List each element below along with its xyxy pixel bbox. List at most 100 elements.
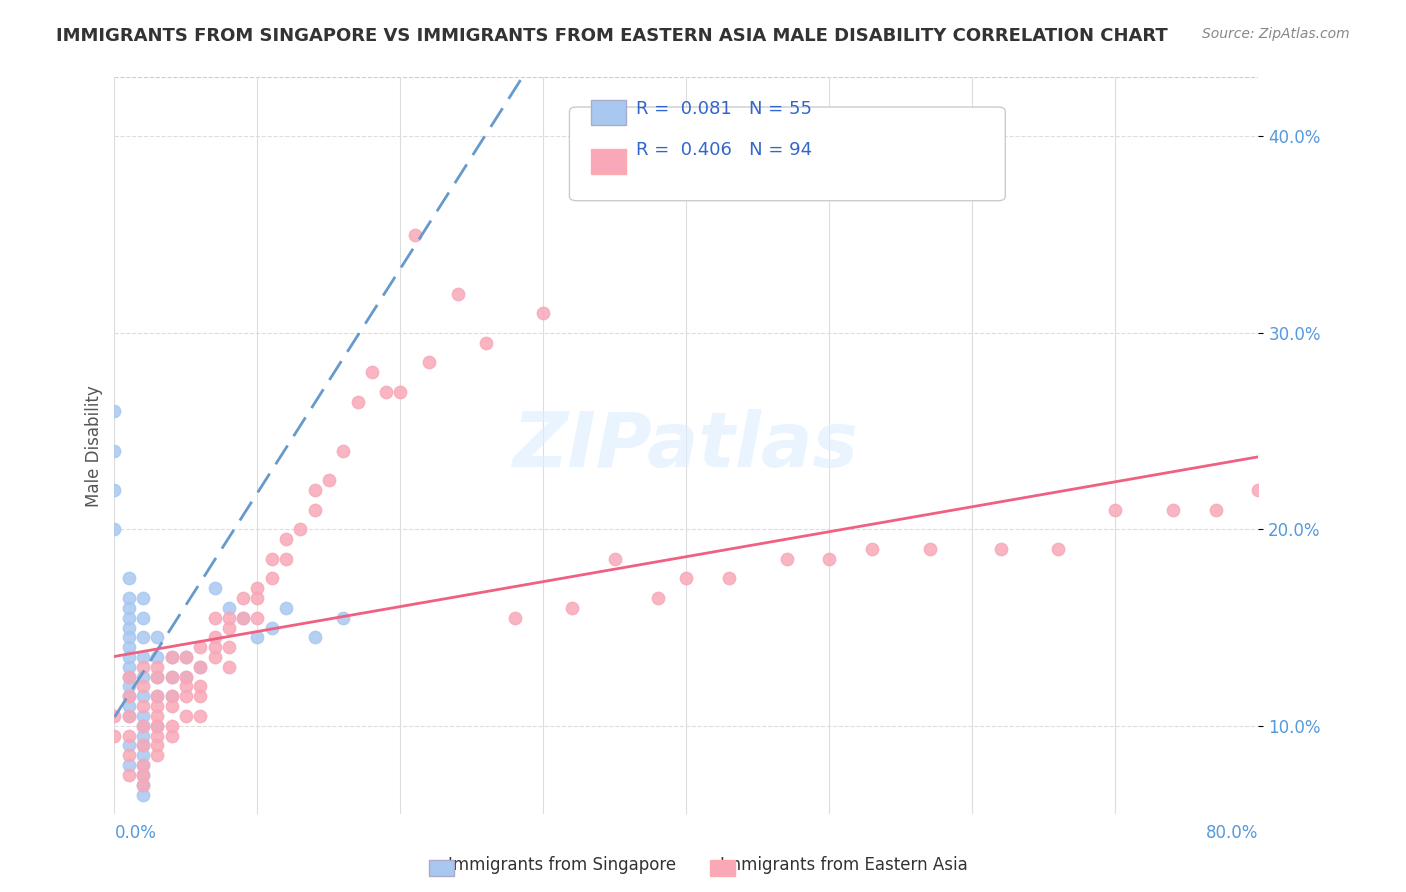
Point xyxy=(274,600,297,615)
Point xyxy=(389,384,412,399)
Point xyxy=(204,581,226,595)
Point xyxy=(160,650,183,665)
Point xyxy=(218,600,240,615)
Point xyxy=(118,600,141,615)
Text: R =  0.406   N = 94: R = 0.406 N = 94 xyxy=(636,141,811,159)
Point xyxy=(218,660,240,674)
Point xyxy=(1161,502,1184,516)
Point xyxy=(718,571,741,585)
Point xyxy=(132,660,155,674)
Point xyxy=(132,690,155,704)
Point xyxy=(160,670,183,684)
Point xyxy=(561,600,583,615)
Point xyxy=(103,404,125,418)
Point xyxy=(274,532,297,546)
Point xyxy=(332,443,354,458)
Point xyxy=(188,640,211,655)
Point xyxy=(132,650,155,665)
Point xyxy=(290,522,312,536)
Point xyxy=(375,384,398,399)
Point xyxy=(146,729,169,743)
Point xyxy=(204,650,226,665)
Point xyxy=(118,670,141,684)
Point xyxy=(1319,483,1341,497)
Text: IMMIGRANTS FROM SINGAPORE VS IMMIGRANTS FROM EASTERN ASIA MALE DISABILITY CORREL: IMMIGRANTS FROM SINGAPORE VS IMMIGRANTS … xyxy=(56,27,1168,45)
Point xyxy=(118,729,141,743)
Text: 80.0%: 80.0% xyxy=(1206,824,1258,842)
Point xyxy=(160,699,183,714)
Point xyxy=(274,551,297,566)
Point xyxy=(132,768,155,782)
Point xyxy=(188,690,211,704)
Point xyxy=(132,719,155,733)
Point xyxy=(246,591,269,605)
Text: ZIPatlas: ZIPatlas xyxy=(513,409,859,483)
Point xyxy=(1391,483,1406,497)
Point xyxy=(146,631,169,645)
Point xyxy=(146,670,169,684)
Point xyxy=(218,621,240,635)
Point xyxy=(146,739,169,753)
Text: R =  0.081   N = 55: R = 0.081 N = 55 xyxy=(636,100,811,118)
Point xyxy=(318,473,340,487)
Point xyxy=(146,709,169,723)
Point xyxy=(204,610,226,624)
Point xyxy=(118,591,141,605)
Point xyxy=(118,758,141,772)
Point xyxy=(160,690,183,704)
Point xyxy=(1247,483,1270,497)
Point xyxy=(146,690,169,704)
Point xyxy=(118,631,141,645)
Point xyxy=(146,650,169,665)
Point xyxy=(246,610,269,624)
Point xyxy=(146,670,169,684)
Y-axis label: Male Disability: Male Disability xyxy=(86,385,103,507)
Point xyxy=(103,522,125,536)
Point xyxy=(533,306,555,320)
Point xyxy=(160,729,183,743)
Point xyxy=(675,571,697,585)
Point xyxy=(132,610,155,624)
Point xyxy=(132,758,155,772)
Point xyxy=(503,610,526,624)
Point xyxy=(1275,483,1298,497)
Point xyxy=(132,748,155,763)
Point xyxy=(146,699,169,714)
Point xyxy=(103,709,125,723)
Point xyxy=(118,709,141,723)
Point xyxy=(132,729,155,743)
Point xyxy=(346,394,368,409)
Point xyxy=(174,709,197,723)
Text: Immigrants from Eastern Asia: Immigrants from Eastern Asia xyxy=(720,856,967,874)
Point xyxy=(260,621,283,635)
Point xyxy=(118,699,141,714)
Point xyxy=(160,690,183,704)
Point xyxy=(188,709,211,723)
Point xyxy=(1047,541,1070,556)
Point xyxy=(174,650,197,665)
Point xyxy=(146,690,169,704)
Point xyxy=(174,680,197,694)
Point xyxy=(204,640,226,655)
Point xyxy=(204,631,226,645)
Point xyxy=(160,719,183,733)
Point xyxy=(218,640,240,655)
Point xyxy=(103,443,125,458)
Point xyxy=(475,335,498,350)
Point xyxy=(232,610,254,624)
Point xyxy=(132,680,155,694)
Point xyxy=(146,748,169,763)
Point xyxy=(146,660,169,674)
Point xyxy=(260,571,283,585)
Point xyxy=(232,610,254,624)
Point xyxy=(118,640,141,655)
Point xyxy=(304,483,326,497)
Point xyxy=(218,610,240,624)
Point xyxy=(174,670,197,684)
Point xyxy=(446,286,468,301)
Point xyxy=(818,551,841,566)
Point xyxy=(118,768,141,782)
Point xyxy=(132,739,155,753)
Point xyxy=(647,591,669,605)
Point xyxy=(418,355,440,369)
